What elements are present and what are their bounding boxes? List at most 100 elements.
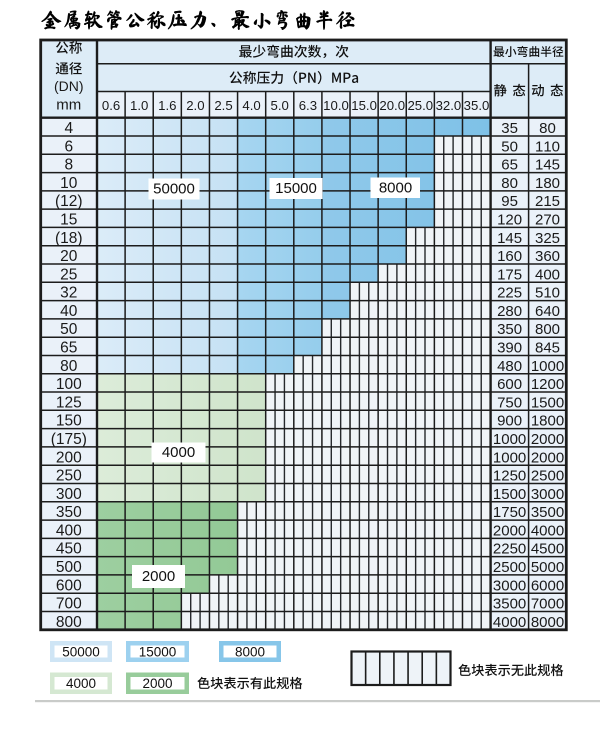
- svg-text:6.3: 6.3: [299, 98, 317, 113]
- svg-text:1500: 1500: [493, 486, 526, 503]
- svg-text:270: 270: [535, 212, 560, 229]
- svg-text:40: 40: [60, 303, 78, 320]
- svg-text:750: 750: [497, 394, 522, 411]
- svg-text:4: 4: [64, 120, 73, 137]
- svg-text:300: 300: [56, 486, 82, 503]
- svg-text:4.0: 4.0: [242, 98, 260, 113]
- svg-text:4500: 4500: [531, 541, 564, 558]
- svg-text:1500: 1500: [531, 394, 564, 411]
- svg-text:3500: 3500: [531, 504, 564, 521]
- svg-text:2500: 2500: [531, 468, 564, 485]
- svg-text:5000: 5000: [531, 559, 564, 576]
- svg-text:3000: 3000: [531, 486, 564, 503]
- svg-text:50: 50: [501, 138, 518, 155]
- svg-text:450: 450: [56, 541, 82, 558]
- svg-text:32.0: 32.0: [436, 98, 462, 113]
- svg-text:15000: 15000: [139, 644, 177, 659]
- svg-text:25: 25: [60, 266, 77, 283]
- svg-text:120: 120: [497, 212, 522, 229]
- svg-text:280: 280: [497, 303, 522, 320]
- svg-text:125: 125: [56, 394, 82, 411]
- svg-text:8000: 8000: [531, 614, 564, 631]
- svg-text:50000: 50000: [153, 181, 195, 198]
- svg-text:65: 65: [60, 340, 77, 357]
- svg-text:180: 180: [535, 175, 560, 192]
- svg-text:110: 110: [535, 138, 560, 155]
- svg-text:2500: 2500: [493, 559, 526, 576]
- svg-text:8: 8: [64, 157, 73, 174]
- svg-text:(12): (12): [55, 193, 83, 210]
- svg-text:mm: mm: [56, 96, 81, 113]
- svg-text:215: 215: [535, 193, 560, 210]
- svg-text:600: 600: [497, 376, 522, 393]
- svg-text:2000: 2000: [142, 568, 175, 585]
- svg-text:325: 325: [535, 230, 560, 247]
- svg-text:175: 175: [497, 266, 522, 283]
- svg-text:1750: 1750: [493, 504, 526, 521]
- svg-text:80: 80: [501, 175, 518, 192]
- svg-text:32: 32: [60, 285, 77, 302]
- svg-text:400: 400: [535, 266, 560, 283]
- svg-text:700: 700: [56, 596, 82, 613]
- svg-text:1000: 1000: [493, 431, 526, 448]
- svg-text:15: 15: [60, 212, 77, 229]
- svg-text:500: 500: [56, 559, 82, 576]
- svg-text:20: 20: [60, 248, 78, 265]
- svg-text:800: 800: [535, 321, 560, 338]
- svg-text:4000: 4000: [162, 444, 195, 461]
- svg-text:1200: 1200: [531, 376, 564, 393]
- svg-text:2.5: 2.5: [214, 98, 232, 113]
- svg-text:390: 390: [497, 340, 522, 357]
- svg-text:15000: 15000: [275, 180, 317, 197]
- svg-text:3000: 3000: [493, 577, 526, 594]
- svg-text:640: 640: [535, 303, 560, 320]
- svg-text:900: 900: [497, 413, 522, 430]
- svg-text:35: 35: [501, 120, 518, 137]
- svg-text:95: 95: [501, 193, 518, 210]
- svg-text:15.0: 15.0: [351, 98, 377, 113]
- svg-text:2.0: 2.0: [186, 98, 204, 113]
- svg-text:150: 150: [56, 413, 82, 430]
- svg-text:1250: 1250: [493, 468, 526, 485]
- svg-text:80: 80: [539, 120, 556, 137]
- svg-text:4000: 4000: [493, 614, 526, 631]
- svg-text:510: 510: [535, 285, 560, 302]
- svg-text:8000: 8000: [379, 180, 412, 197]
- svg-text:2000: 2000: [493, 522, 526, 539]
- svg-text:50: 50: [60, 321, 78, 338]
- svg-text:100: 100: [56, 376, 82, 393]
- svg-text:8000: 8000: [235, 644, 265, 659]
- svg-text:5.0: 5.0: [271, 98, 289, 113]
- svg-text:1.0: 1.0: [130, 98, 148, 113]
- svg-text:845: 845: [535, 340, 560, 357]
- svg-text:360: 360: [535, 248, 560, 265]
- svg-text:(175): (175): [51, 431, 87, 448]
- svg-text:225: 225: [497, 285, 522, 302]
- svg-text:1.6: 1.6: [158, 98, 176, 113]
- svg-text:3500: 3500: [493, 596, 526, 613]
- svg-text:65: 65: [501, 157, 518, 174]
- svg-text:400: 400: [56, 522, 82, 539]
- svg-text:20.0: 20.0: [379, 98, 405, 113]
- svg-text:(DN): (DN): [54, 78, 84, 94]
- svg-text:6000: 6000: [531, 577, 564, 594]
- svg-text:35.0: 35.0: [464, 98, 490, 113]
- svg-text:1800: 1800: [531, 413, 564, 430]
- svg-text:0.6: 0.6: [102, 98, 120, 113]
- svg-text:80: 80: [60, 358, 78, 375]
- svg-text:4000: 4000: [66, 676, 96, 691]
- svg-text:4000: 4000: [531, 522, 564, 539]
- svg-text:50000: 50000: [62, 644, 100, 659]
- svg-text:350: 350: [56, 504, 82, 521]
- svg-text:2000: 2000: [531, 449, 564, 466]
- svg-text:10: 10: [60, 175, 78, 192]
- svg-text:10.0: 10.0: [323, 98, 349, 113]
- svg-text:800: 800: [56, 614, 82, 631]
- svg-text:1000: 1000: [531, 358, 564, 375]
- svg-text:160: 160: [497, 248, 522, 265]
- svg-text:2250: 2250: [493, 541, 526, 558]
- svg-text:600: 600: [56, 577, 82, 594]
- svg-text:2000: 2000: [142, 676, 172, 691]
- svg-text:6: 6: [64, 138, 73, 155]
- svg-text:350: 350: [497, 321, 522, 338]
